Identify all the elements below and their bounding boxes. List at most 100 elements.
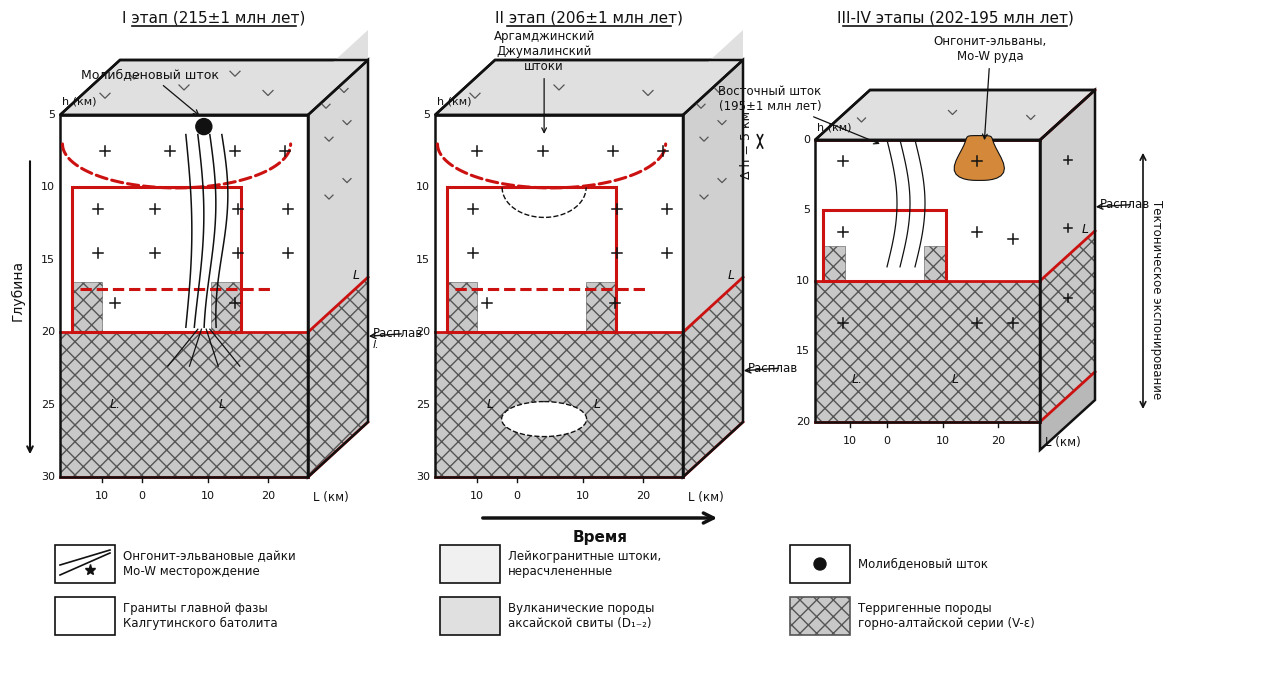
Text: L: L: [353, 269, 359, 282]
Text: L: L: [951, 373, 959, 386]
Text: L (км): L (км): [313, 491, 349, 504]
Text: 20: 20: [416, 327, 430, 337]
Polygon shape: [73, 187, 241, 332]
Polygon shape: [684, 30, 743, 115]
Polygon shape: [684, 60, 743, 332]
Text: Δ h = 5 км: Δ h = 5 км: [741, 111, 754, 179]
Polygon shape: [435, 115, 684, 332]
Text: 5: 5: [48, 110, 55, 120]
Polygon shape: [60, 115, 308, 332]
Polygon shape: [447, 282, 477, 332]
Polygon shape: [211, 282, 241, 332]
Text: Лейкогранитные штоки,
нерасчлененные: Лейкогранитные штоки, нерасчлененные: [508, 550, 661, 578]
Circle shape: [196, 118, 211, 134]
Text: 0: 0: [139, 491, 145, 501]
Text: L (км): L (км): [687, 491, 724, 504]
Polygon shape: [308, 60, 368, 477]
Text: 30: 30: [41, 472, 55, 482]
Text: Расплав: Расплав: [373, 327, 423, 340]
Text: L: L: [219, 398, 225, 411]
Text: 10: 10: [41, 182, 55, 192]
Text: L: L: [486, 398, 494, 411]
Polygon shape: [60, 332, 308, 477]
Text: 10: 10: [95, 491, 109, 501]
Bar: [440, 597, 500, 635]
Text: 10: 10: [470, 491, 484, 501]
Text: 5: 5: [803, 205, 810, 216]
Text: 20: 20: [796, 417, 810, 427]
Text: L: L: [593, 398, 601, 411]
Polygon shape: [955, 136, 1004, 180]
Text: 10: 10: [416, 182, 430, 192]
Polygon shape: [815, 281, 1040, 422]
Polygon shape: [60, 60, 368, 115]
Text: h (км): h (км): [437, 97, 471, 107]
Polygon shape: [815, 140, 1040, 281]
Text: 10: 10: [201, 491, 215, 501]
Text: 25: 25: [416, 400, 430, 410]
Text: 20: 20: [41, 327, 55, 337]
Polygon shape: [1040, 90, 1095, 281]
Polygon shape: [1040, 231, 1095, 422]
Text: 10: 10: [843, 436, 857, 446]
Text: 15: 15: [41, 255, 55, 264]
Text: Восточный шток
(195±1 млн лет): Восточный шток (195±1 млн лет): [718, 85, 878, 144]
Text: L.: L.: [852, 373, 863, 386]
Text: II этап (206±1 млн лет): II этап (206±1 млн лет): [495, 10, 684, 26]
Text: L: L: [1082, 223, 1088, 236]
Circle shape: [813, 558, 826, 570]
Text: 20: 20: [990, 436, 1006, 446]
Text: Тектоническое экспонирование: Тектоническое экспонирование: [1151, 200, 1164, 400]
Polygon shape: [1040, 90, 1095, 450]
Bar: [55, 545, 115, 583]
Text: 15: 15: [796, 347, 810, 356]
Text: l.: l.: [373, 340, 379, 350]
Text: Аргамджинский
Джумалинский
штоки: Аргамджинский Джумалинский штоки: [494, 30, 594, 132]
Text: Глубина: Глубина: [11, 260, 25, 321]
Polygon shape: [502, 187, 586, 217]
Text: 10: 10: [936, 436, 950, 446]
Polygon shape: [824, 210, 946, 281]
Polygon shape: [308, 60, 368, 332]
Polygon shape: [923, 246, 946, 281]
Text: L (км): L (км): [1045, 436, 1081, 449]
Text: I этап (215±1 млн лет): I этап (215±1 млн лет): [122, 10, 306, 26]
Text: Расплав: Расплав: [749, 362, 798, 374]
Text: 25: 25: [41, 400, 55, 410]
Text: 0: 0: [803, 135, 810, 145]
Text: 15: 15: [416, 255, 430, 264]
Polygon shape: [435, 332, 684, 477]
Polygon shape: [684, 60, 743, 477]
Text: Онгонит-эльвановые дайки
Mo-W месторождение: Онгонит-эльвановые дайки Mo-W месторожде…: [123, 550, 295, 578]
Bar: [55, 597, 115, 635]
Polygon shape: [824, 246, 845, 281]
Polygon shape: [435, 60, 743, 115]
Text: L.: L.: [109, 398, 121, 411]
Text: Вулканические породы
аксайской свиты (D₁₋₂): Вулканические породы аксайской свиты (D₁…: [508, 602, 654, 630]
Text: 10: 10: [575, 491, 589, 501]
Text: 5: 5: [423, 110, 430, 120]
Text: Терригенные породы
горно-алтайской серии (V-ε): Терригенные породы горно-алтайской серии…: [858, 602, 1035, 630]
Polygon shape: [308, 30, 368, 115]
Text: 30: 30: [416, 472, 430, 482]
Polygon shape: [684, 277, 743, 477]
Polygon shape: [73, 282, 102, 332]
Polygon shape: [586, 282, 616, 332]
Text: III-IV этапы (202-195 млн лет): III-IV этапы (202-195 млн лет): [836, 10, 1073, 26]
Text: h (км): h (км): [62, 97, 97, 107]
Text: 0: 0: [513, 491, 521, 501]
Text: 0: 0: [883, 436, 891, 446]
Polygon shape: [308, 277, 368, 477]
Text: Молибденовый шток: Молибденовый шток: [858, 557, 988, 571]
Text: Онгонит-эльваны,
Mo-W руда: Онгонит-эльваны, Mo-W руда: [934, 35, 1048, 139]
Polygon shape: [815, 90, 1095, 140]
Text: h (км): h (км): [817, 122, 852, 132]
Bar: [791, 545, 850, 583]
Text: Молибденовый шток: Молибденовый шток: [81, 68, 219, 115]
Text: Время: Время: [573, 530, 628, 545]
Polygon shape: [447, 187, 616, 332]
Text: Граниты главной фазы
Калгутинского батолита: Граниты главной фазы Калгутинского батол…: [123, 602, 278, 630]
Bar: [440, 545, 500, 583]
Text: 20: 20: [261, 491, 275, 501]
Bar: [791, 597, 850, 635]
